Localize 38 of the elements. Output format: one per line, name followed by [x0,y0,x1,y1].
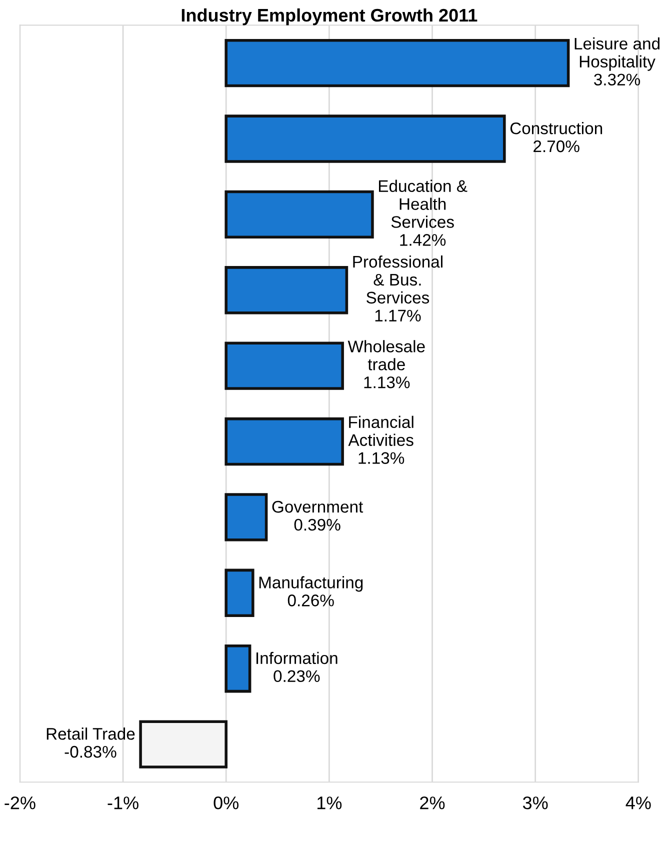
data-label: 3.32% [594,74,640,86]
x-tick-label: -2% [4,796,36,810]
bar [224,493,268,542]
bar [224,417,344,466]
bar [224,38,570,88]
bar [224,266,348,314]
data-label: 1.17% [375,310,421,322]
data-label: 1.42% [400,234,446,246]
y-tick-label: Professional & Bus. Services [353,255,442,304]
data-label: 2.70% [534,140,580,152]
data-label: 1.13% [364,376,410,388]
data-label: 0.26% [288,594,334,606]
y-tick-label: Leisure and Hospitality [574,37,660,71]
bar [224,644,252,693]
y-tick-label: Education & Health Services [378,180,468,228]
bar [224,190,374,239]
y-tick-label: Construction [510,122,602,134]
bar [224,568,254,617]
y-tick-label: Government [272,500,364,513]
bar [224,342,344,390]
y-tick-label: Manufacturing [259,576,363,592]
x-tick-label: 1% [318,796,342,810]
bar [224,114,506,163]
y-tick-label: Information [256,652,338,664]
x-tick-label: 2% [420,796,445,810]
data-label: 1.13% [358,452,404,464]
data-label: -0.83% [64,746,116,758]
x-tick-label: -1% [108,796,138,810]
x-tick-label: 3% [522,796,548,810]
y-tick-label: Financial Activities [348,416,414,446]
chart-title: Industry Employment Growth 2011 [182,8,478,26]
y-tick-label: Retail Trade [46,728,135,740]
y-tick-label: Wholesale trade [348,340,425,370]
bar [139,720,228,768]
x-tick-label: 0% [214,796,239,810]
x-tick-label: 4% [626,796,651,810]
data-label: 0.23% [274,670,320,682]
data-label: 0.39% [294,518,340,531]
